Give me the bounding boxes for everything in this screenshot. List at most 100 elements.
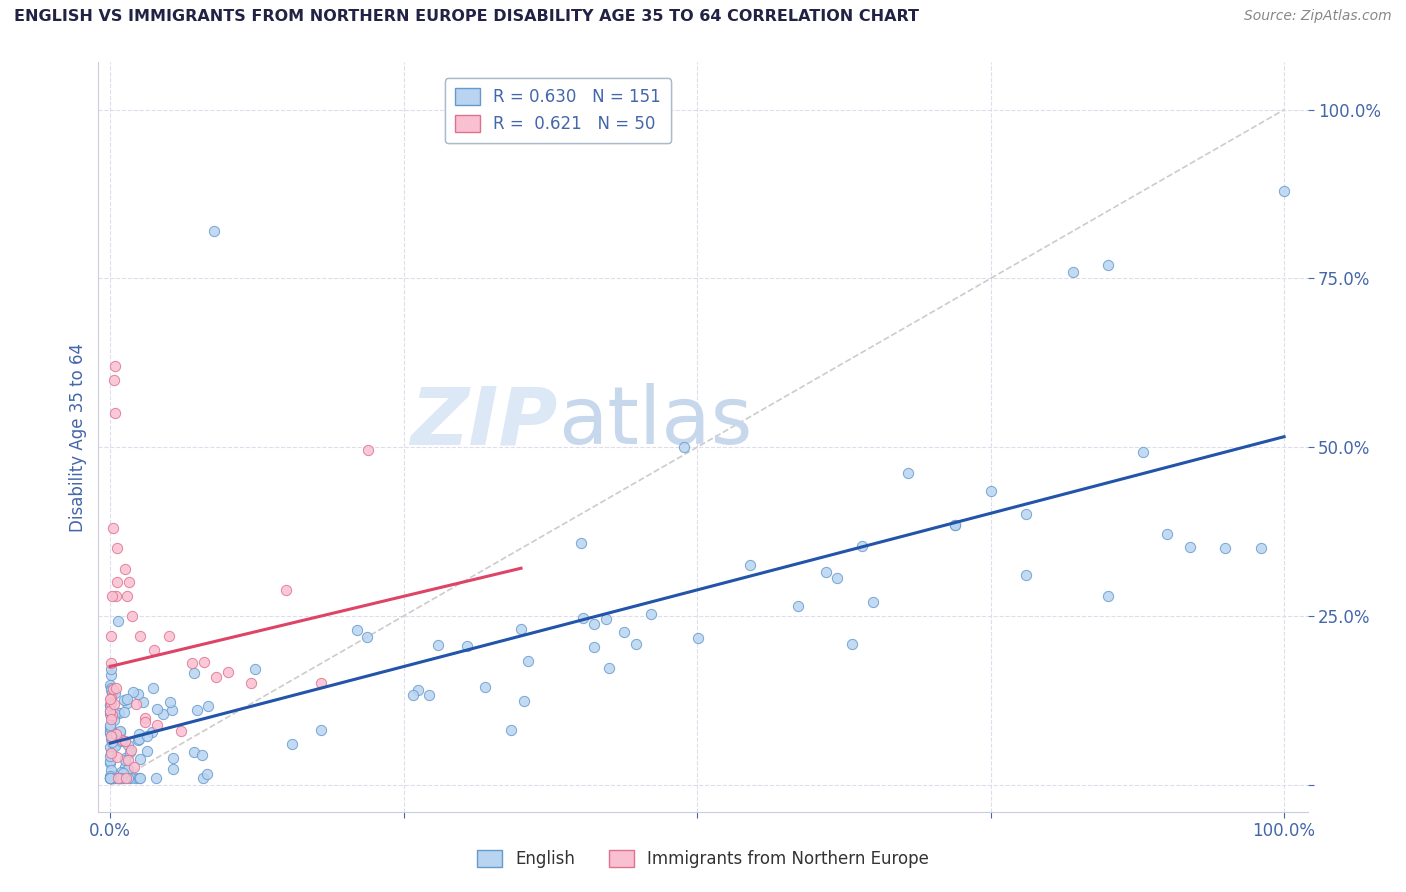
Point: [108, 771, 131, 785]
Point: [624, 636, 647, 650]
Point: [110, 771, 132, 785]
Point: [103, 768, 125, 782]
Point: [276, 583, 298, 598]
Point: [112, 765, 135, 780]
Point: [456, 639, 478, 653]
Point: [98, 771, 121, 785]
Point: [517, 654, 540, 668]
Point: [108, 724, 131, 739]
Point: [120, 742, 142, 756]
Point: [673, 440, 696, 454]
Point: [110, 765, 132, 780]
Point: [1250, 541, 1272, 556]
Point: [100, 722, 122, 736]
Point: [103, 713, 125, 727]
Point: [103, 373, 125, 387]
Point: [1015, 568, 1038, 582]
Point: [98, 698, 121, 712]
Point: [513, 694, 536, 708]
Point: [897, 466, 920, 480]
Point: [100, 696, 122, 710]
Point: [110, 771, 132, 785]
Point: [105, 771, 128, 785]
Point: [107, 771, 129, 785]
Point: [128, 771, 150, 785]
Point: [356, 630, 378, 644]
Point: [510, 622, 533, 636]
Point: [100, 662, 122, 676]
Point: [98, 748, 121, 763]
Point: [183, 666, 205, 681]
Point: [128, 731, 150, 746]
Point: [98, 771, 121, 785]
Point: [1062, 265, 1084, 279]
Point: [862, 595, 884, 609]
Point: [114, 759, 136, 773]
Point: [100, 746, 122, 760]
Point: [571, 535, 593, 549]
Point: [136, 729, 159, 743]
Point: [136, 744, 159, 758]
Point: [1215, 541, 1237, 556]
Point: [1097, 258, 1119, 272]
Point: [115, 771, 138, 785]
Point: [738, 558, 761, 573]
Point: [132, 695, 155, 709]
Text: Source: ZipAtlas.com: Source: ZipAtlas.com: [1244, 9, 1392, 23]
Point: [146, 718, 169, 732]
Point: [98, 771, 121, 785]
Point: [100, 712, 122, 726]
Point: [114, 753, 136, 767]
Point: [193, 771, 215, 785]
Text: ZIP: ZIP: [411, 383, 558, 461]
Point: [100, 589, 122, 603]
Point: [122, 759, 145, 773]
Point: [111, 732, 134, 747]
Point: [572, 611, 595, 625]
Point: [115, 696, 138, 710]
Point: [104, 681, 127, 695]
Point: [128, 629, 150, 643]
Point: [945, 517, 967, 532]
Point: [100, 629, 122, 643]
Point: [100, 667, 122, 681]
Point: [104, 727, 127, 741]
Point: [104, 737, 127, 751]
Point: [142, 681, 165, 695]
Point: [117, 692, 139, 706]
Point: [686, 631, 709, 645]
Point: [825, 571, 848, 585]
Point: [103, 771, 125, 785]
Point: [357, 443, 380, 458]
Point: [134, 711, 156, 725]
Point: [346, 623, 368, 637]
Point: [195, 767, 218, 781]
Point: [786, 599, 808, 613]
Point: [121, 685, 143, 699]
Y-axis label: Disability Age 35 to 64: Disability Age 35 to 64: [69, 343, 87, 532]
Point: [98, 739, 121, 754]
Point: [1180, 540, 1202, 554]
Point: [112, 705, 135, 719]
Point: [100, 709, 122, 723]
Point: [100, 724, 122, 739]
Point: [104, 407, 127, 421]
Point: [115, 589, 138, 603]
Point: [181, 657, 204, 671]
Point: [1156, 526, 1178, 541]
Point: [595, 612, 617, 626]
Point: [103, 521, 125, 535]
Point: [114, 693, 136, 707]
Point: [103, 771, 125, 785]
Point: [101, 735, 124, 749]
Point: [98, 720, 121, 734]
Point: [98, 723, 121, 737]
Point: [128, 727, 150, 741]
Point: [101, 739, 124, 754]
Point: [100, 681, 122, 695]
Point: [145, 771, 167, 785]
Point: [186, 703, 208, 717]
Point: [107, 771, 129, 785]
Point: [1132, 445, 1154, 459]
Point: [240, 676, 263, 690]
